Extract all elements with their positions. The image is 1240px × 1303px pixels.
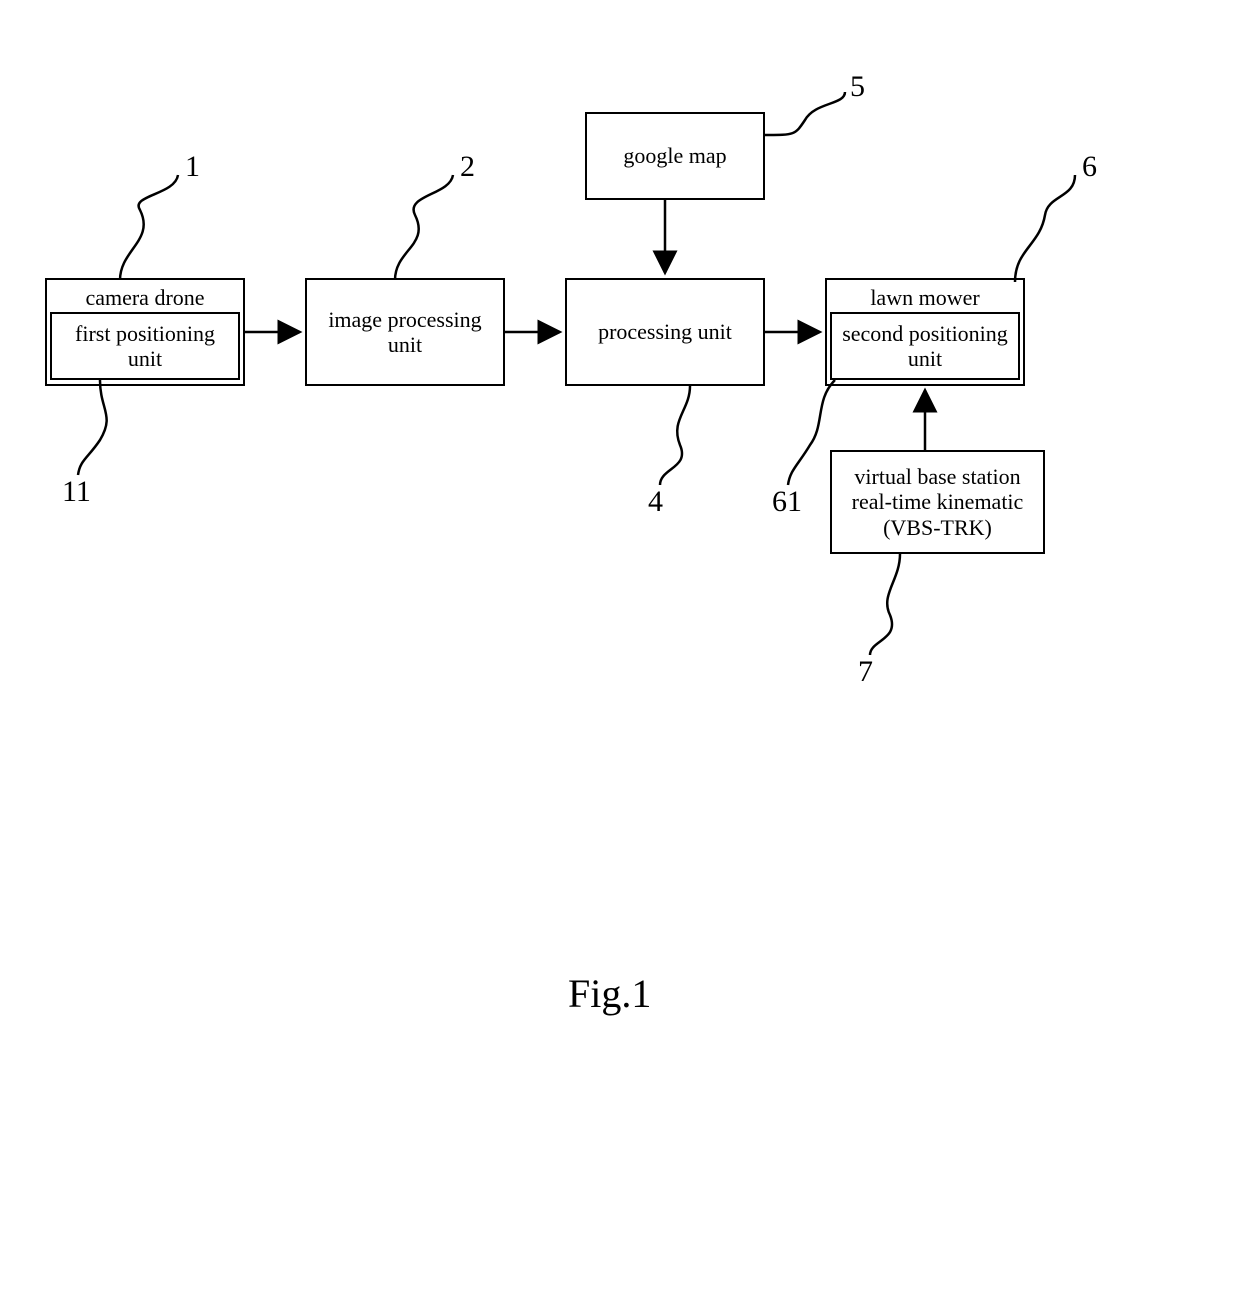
leader-7	[870, 554, 900, 655]
leader-4	[660, 386, 690, 485]
leader-5	[765, 92, 845, 135]
leader-61	[788, 380, 835, 485]
leader-11	[78, 380, 107, 475]
leader-2	[395, 175, 453, 280]
leader-1	[120, 175, 178, 280]
connectors-layer	[0, 0, 1240, 1303]
leader-6	[1015, 175, 1075, 282]
